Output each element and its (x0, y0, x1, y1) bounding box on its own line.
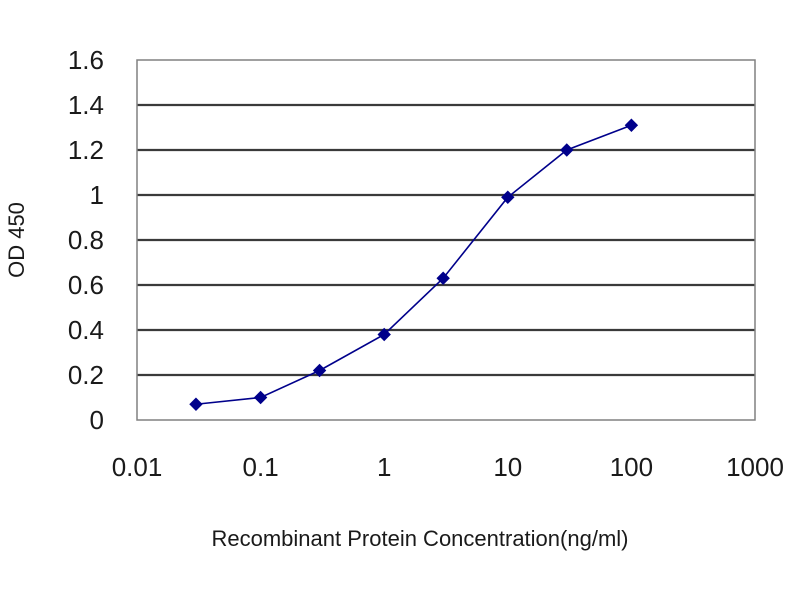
y-tick-label: 1.6 (68, 45, 104, 75)
x-tick-label: 1000 (726, 452, 784, 482)
data-point (312, 363, 327, 378)
y-tick-label: 0.8 (68, 225, 104, 255)
y-tick-label: 0.4 (68, 315, 104, 345)
gridlines (137, 103, 755, 377)
data-point (624, 118, 639, 132)
data-point (253, 390, 268, 405)
data-point (436, 271, 450, 285)
y-tick-label: 1.4 (68, 90, 104, 120)
x-tick-label: 100 (610, 452, 653, 482)
x-tick-label: 1 (377, 452, 391, 482)
y-tick-labels: 0 0.2 0.4 0.6 0.8 1 1.2 1.4 1.6 (68, 45, 104, 435)
y-tick-label: 0.6 (68, 270, 104, 300)
data-point (189, 397, 203, 411)
series-line (195, 124, 632, 406)
series (189, 118, 639, 411)
x-tick-label: 10 (493, 452, 522, 482)
x-tick-label: 0.1 (243, 452, 279, 482)
y-tick-label: 0 (90, 405, 104, 435)
x-axis-title: Recombinant Protein Concentration(ng/ml) (212, 526, 629, 551)
x-tick-labels: 0.01 0.1 1 10 100 1000 (112, 452, 784, 482)
y-tick-label: 1.2 (68, 135, 104, 165)
y-tick-label: 0.2 (68, 360, 104, 390)
x-tick-label: 0.01 (112, 452, 163, 482)
plot-area (136, 59, 756, 421)
y-tick-label: 1 (90, 180, 104, 210)
data-point (501, 190, 515, 204)
data-point (560, 143, 574, 157)
y-axis-title: OD 450 (4, 202, 29, 278)
data-point (377, 327, 391, 342)
